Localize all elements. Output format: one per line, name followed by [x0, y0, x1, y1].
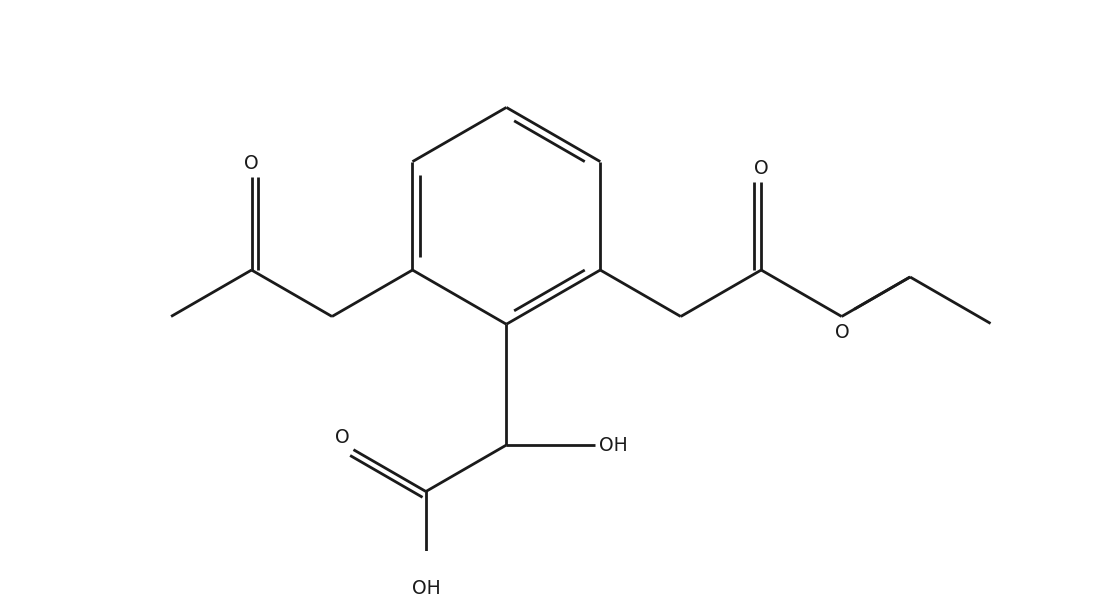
Text: O: O: [335, 428, 349, 447]
Text: OH: OH: [599, 435, 627, 454]
Text: O: O: [754, 158, 769, 178]
Text: O: O: [836, 323, 850, 341]
Text: O: O: [244, 154, 259, 173]
Text: OH: OH: [412, 579, 441, 598]
